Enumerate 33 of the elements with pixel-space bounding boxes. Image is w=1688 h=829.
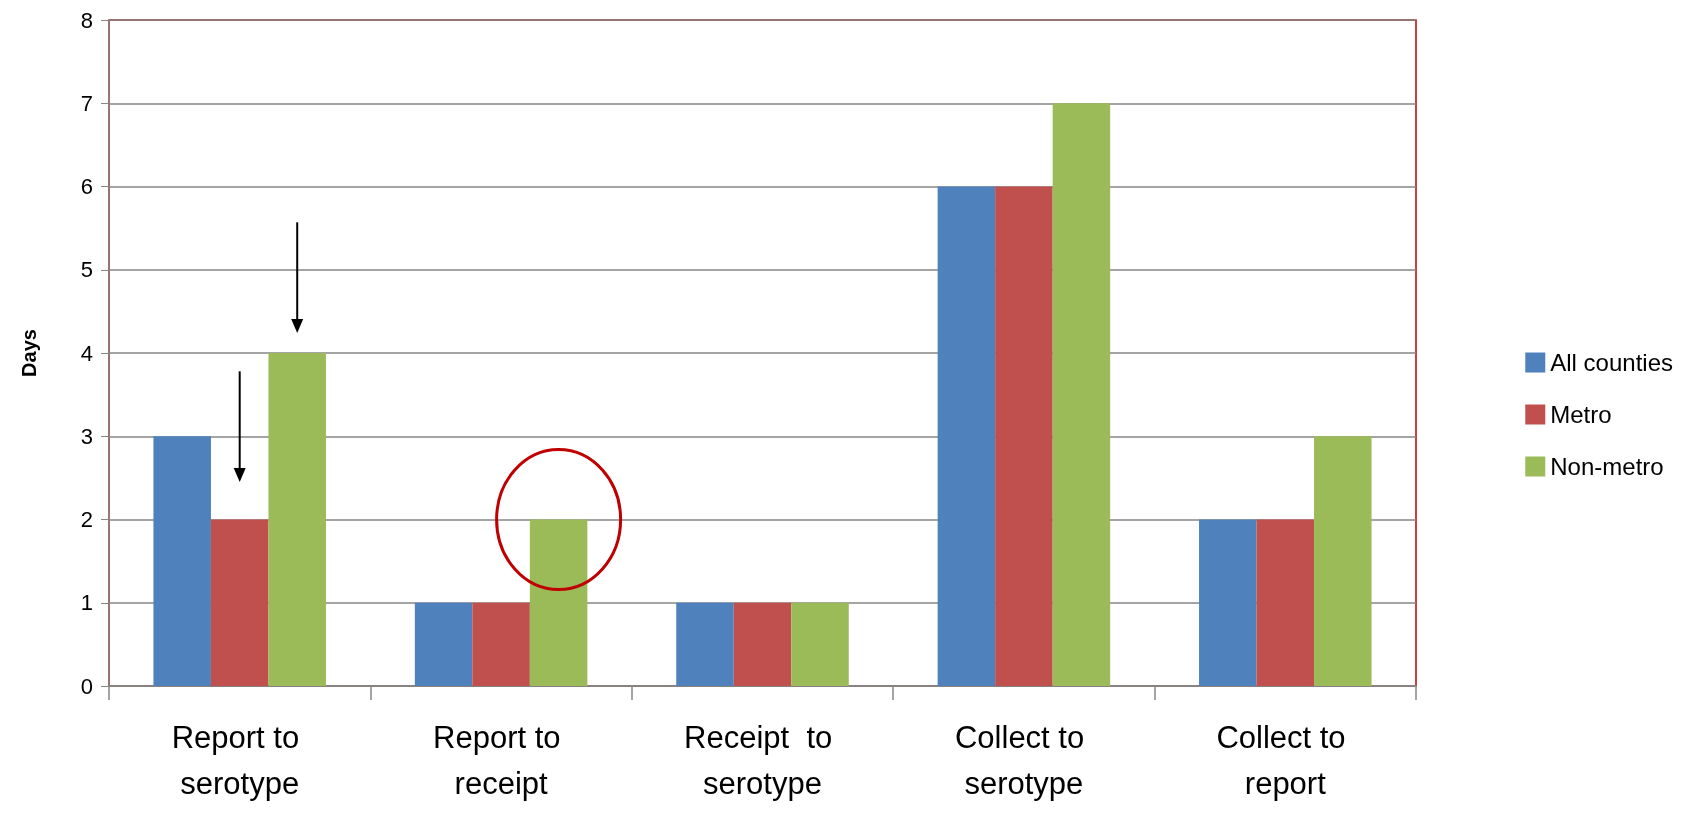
- y-tick-label: 1: [80, 590, 93, 616]
- legend-label: All counties: [1550, 349, 1673, 376]
- y-tick-label: 8: [80, 7, 93, 33]
- bar: [472, 602, 530, 686]
- bar: [1052, 103, 1111, 686]
- bar: [1314, 436, 1372, 686]
- bar: [676, 602, 734, 686]
- bar: [1256, 519, 1315, 686]
- bar: [1199, 519, 1257, 686]
- x-tick-label: Report to receipt: [433, 719, 570, 801]
- y-tick-label: 7: [80, 90, 93, 116]
- x-tick-label: Collect to serotype: [954, 719, 1093, 801]
- bar: [153, 436, 211, 686]
- y-tick-label: 4: [80, 340, 93, 366]
- x-tick-label: Collect to report: [1216, 719, 1355, 801]
- bar: [995, 186, 1053, 686]
- x-tick-label: Receipt to serotype: [684, 719, 841, 801]
- y-tick-label: 3: [80, 423, 93, 449]
- bar: [937, 186, 996, 686]
- y-tick-label: 2: [80, 507, 93, 532]
- bar: [414, 602, 473, 686]
- bar: [529, 519, 588, 686]
- y-tick-label: 6: [80, 174, 93, 199]
- bar: [733, 602, 792, 686]
- x-tick-label: Report to serotype: [171, 719, 308, 801]
- y-tick-label: 0: [80, 673, 93, 699]
- bar: [268, 353, 326, 686]
- bar: [210, 519, 269, 686]
- bar: [791, 602, 849, 686]
- y-axis-title: Days: [18, 329, 40, 377]
- y-tick-label: 5: [80, 257, 93, 283]
- legend-label: Metro: [1550, 401, 1612, 428]
- legend-label: Non-metro: [1550, 453, 1664, 480]
